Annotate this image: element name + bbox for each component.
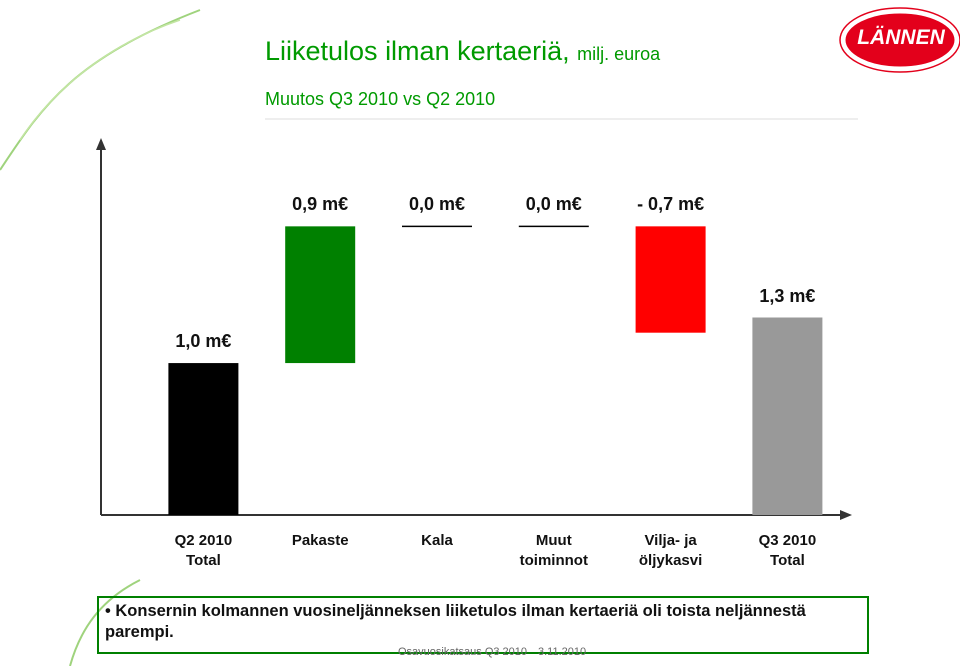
bar [285, 226, 356, 364]
axis-arrow [96, 138, 106, 150]
decoration [19, 19, 181, 141]
bar [752, 317, 823, 515]
logo-shape [842, 10, 958, 70]
x-tick-label: Kala [421, 532, 453, 549]
value-label: 0,0 m€ [408, 194, 466, 215]
axis-arrow [840, 510, 852, 520]
note: • Konsernin kolmannen vuosineljänneksen … [97, 596, 869, 654]
note-text: Konsernin kolmannen vuosineljänneksen li… [105, 602, 806, 641]
bar [168, 363, 239, 515]
x-tick-label: Q2 2010 Total [174, 532, 233, 569]
value-label: 1,3 m€ [759, 285, 816, 306]
value-label: 0,0 m€ [525, 194, 582, 215]
decoration [69, 579, 141, 666]
logo-text: LÄNNEN [857, 26, 945, 49]
title-unit: milj. euroa [577, 44, 661, 64]
footer-left: Osavuosikatsaus Q3 2010 [398, 646, 528, 658]
value-label: - 0,7 m€ [637, 194, 705, 215]
logo-ring [839, 7, 960, 73]
subtitle: Muutos Q3 2010 vs Q2 2010 [265, 89, 496, 109]
value-label: 1,0 m€ [175, 331, 232, 352]
x-tick-label: Muut toiminnot [519, 532, 588, 569]
value-label: 0,9 m€ [292, 194, 349, 215]
chart-title: Liiketulos ilman kertaeriä, [265, 36, 570, 66]
title-block: Liiketulos ilman kertaeriä, milj. euroa [265, 36, 660, 67]
x-tick-label: Q3 2010 Total [758, 532, 817, 569]
x-tick-label: Pakaste [291, 532, 349, 549]
footer-right: 3.11.2010 [538, 646, 587, 658]
bar [635, 226, 706, 333]
x-tick-label: Vilja- ja öljykasvi [638, 532, 703, 569]
